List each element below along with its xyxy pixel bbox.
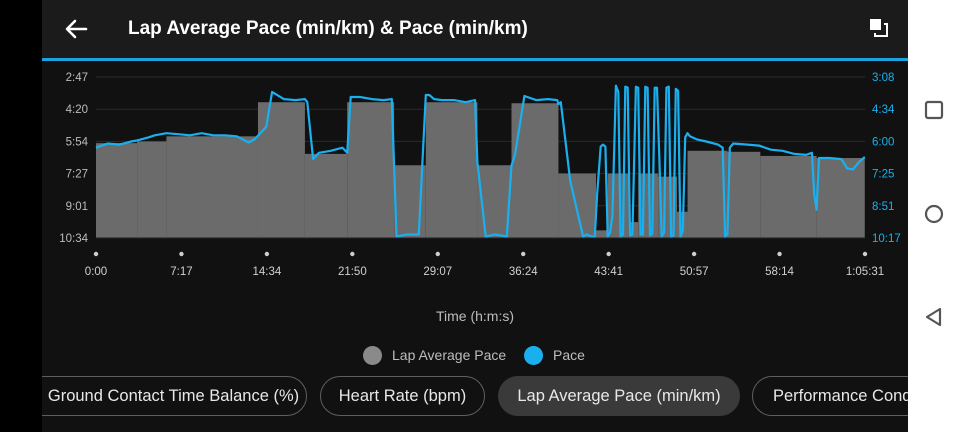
metric-chip-row: Ground Contact Time Balance (%) Heart Ra… [42, 376, 908, 418]
lap-average-pace-bar [760, 155, 817, 238]
x-tick-label: 43:41 [594, 266, 623, 278]
chip-performance-condition[interactable]: Performance Cond [752, 376, 908, 416]
y-right-tick-label: 3:08 [872, 72, 894, 84]
chip-lap-average-pace[interactable]: Lap Average Pace (min/km) [498, 376, 740, 416]
pace-chart-svg: 2:47 4:20 5:54 7:27 9:01 10:34 3:08 4:34 6:00 7:2… [59, 72, 901, 324]
recents-button[interactable] [922, 98, 946, 122]
y-left-tick-label: 5:54 [66, 136, 89, 148]
x-tick-dot [777, 251, 782, 257]
legend-label-pace: Pace [553, 347, 585, 363]
x-tick-label: 1:05:31 [846, 266, 884, 278]
x-tick-label: 58:14 [765, 266, 794, 278]
square-recents-icon [924, 100, 944, 120]
back-button[interactable] [60, 13, 92, 45]
x-tick-label: 50:57 [680, 266, 709, 278]
x-tick-label: 14:34 [252, 266, 281, 278]
chart-legend: Lap Average Pace Pace [42, 340, 908, 370]
app-header: Lap Average Pace (min/km) & Pace (min/km… [42, 0, 908, 58]
system-nav-bar [908, 0, 960, 432]
lap-average-pace-bar [658, 176, 677, 238]
pace-chart[interactable]: 2:47 4:20 5:54 7:27 9:01 10:34 3:08 4:34 6:00 7:2… [42, 61, 908, 341]
arrow-left-icon [65, 19, 88, 39]
lap-average-pace-bar [347, 102, 395, 238]
x-tick-dot [93, 251, 99, 257]
lap-average-pace-bar [257, 102, 305, 238]
x-tick-dot [691, 251, 697, 257]
legend-item-lap-average-pace[interactable]: Lap Average Pace [363, 340, 506, 370]
triangle-back-icon [925, 307, 942, 327]
lap-average-pace-bar [687, 150, 728, 238]
y-left-tick-label: 4:20 [66, 104, 88, 116]
x-tick-dot [521, 251, 526, 257]
lap-average-pace-bar [166, 136, 258, 238]
lap-average-pace-bar [304, 153, 348, 238]
pace-line [95, 84, 866, 238]
y-right-tick-label: 8:51 [872, 201, 894, 213]
x-tick-dot [862, 251, 868, 257]
x-tick-label: 36:24 [509, 266, 538, 278]
legend-swatch-pace [524, 345, 543, 365]
x-tick-dot [264, 251, 270, 257]
x-axis-title: Time (h:m:s) [436, 308, 514, 324]
x-tick-label: 0:00 [85, 266, 107, 278]
lap-average-pace-bar [137, 141, 167, 238]
y-left-tick-label: 2:47 [66, 72, 88, 84]
x-tick-dot [606, 251, 611, 257]
y-left-tick-label: 9:01 [66, 201, 88, 213]
app-screen: Lap Average Pace (min/km) & Pace (min/km… [42, 0, 908, 432]
expand-button[interactable] [866, 15, 894, 43]
x-tick-label: 29:07 [423, 266, 452, 278]
circle-home-icon [924, 204, 944, 224]
lap-average-pace-bar [96, 143, 138, 238]
y-left-tick-label: 10:34 [59, 233, 88, 245]
page-title: Lap Average Pace (min/km) & Pace (min/km… [128, 18, 528, 39]
x-tick-dot [179, 251, 184, 257]
expand-icon [870, 19, 888, 37]
y-right-tick-label: 10:17 [872, 233, 901, 245]
y-right-tick-label: 4:34 [872, 104, 895, 116]
legend-item-pace[interactable]: Pace [524, 340, 585, 370]
legend-label-lap-average-pace: Lap Average Pace [392, 347, 507, 363]
home-button[interactable] [922, 202, 946, 226]
legend-swatch-lap-average-pace [363, 345, 382, 365]
lap-average-pace-bar [425, 102, 478, 238]
y-right-tick-label: 7:25 [872, 169, 894, 181]
y-right-tick-label: 6:00 [872, 136, 894, 148]
lap-average-pace-bar [558, 173, 596, 238]
lap-average-pace-bar [816, 158, 865, 238]
lap-average-pace-bar [477, 165, 512, 238]
chip-ground-contact-time-balance[interactable]: Ground Contact Time Balance (%) [42, 376, 307, 416]
x-tick-label: 7:17 [170, 266, 192, 278]
x-tick-dot [435, 251, 440, 257]
x-tick-dot [350, 251, 355, 257]
chip-heart-rate[interactable]: Heart Rate (bpm) [320, 376, 485, 416]
x-tick-label: 21:50 [338, 266, 367, 278]
lap-average-pace-bar [511, 103, 559, 238]
y-left-tick-label: 7:27 [66, 169, 88, 181]
left-screen-edge [0, 0, 42, 432]
header-divider [42, 58, 908, 61]
back-nav-button[interactable] [922, 305, 946, 329]
lap-average-pace-bar [595, 230, 608, 238]
lap-average-pace-bar [727, 151, 761, 238]
